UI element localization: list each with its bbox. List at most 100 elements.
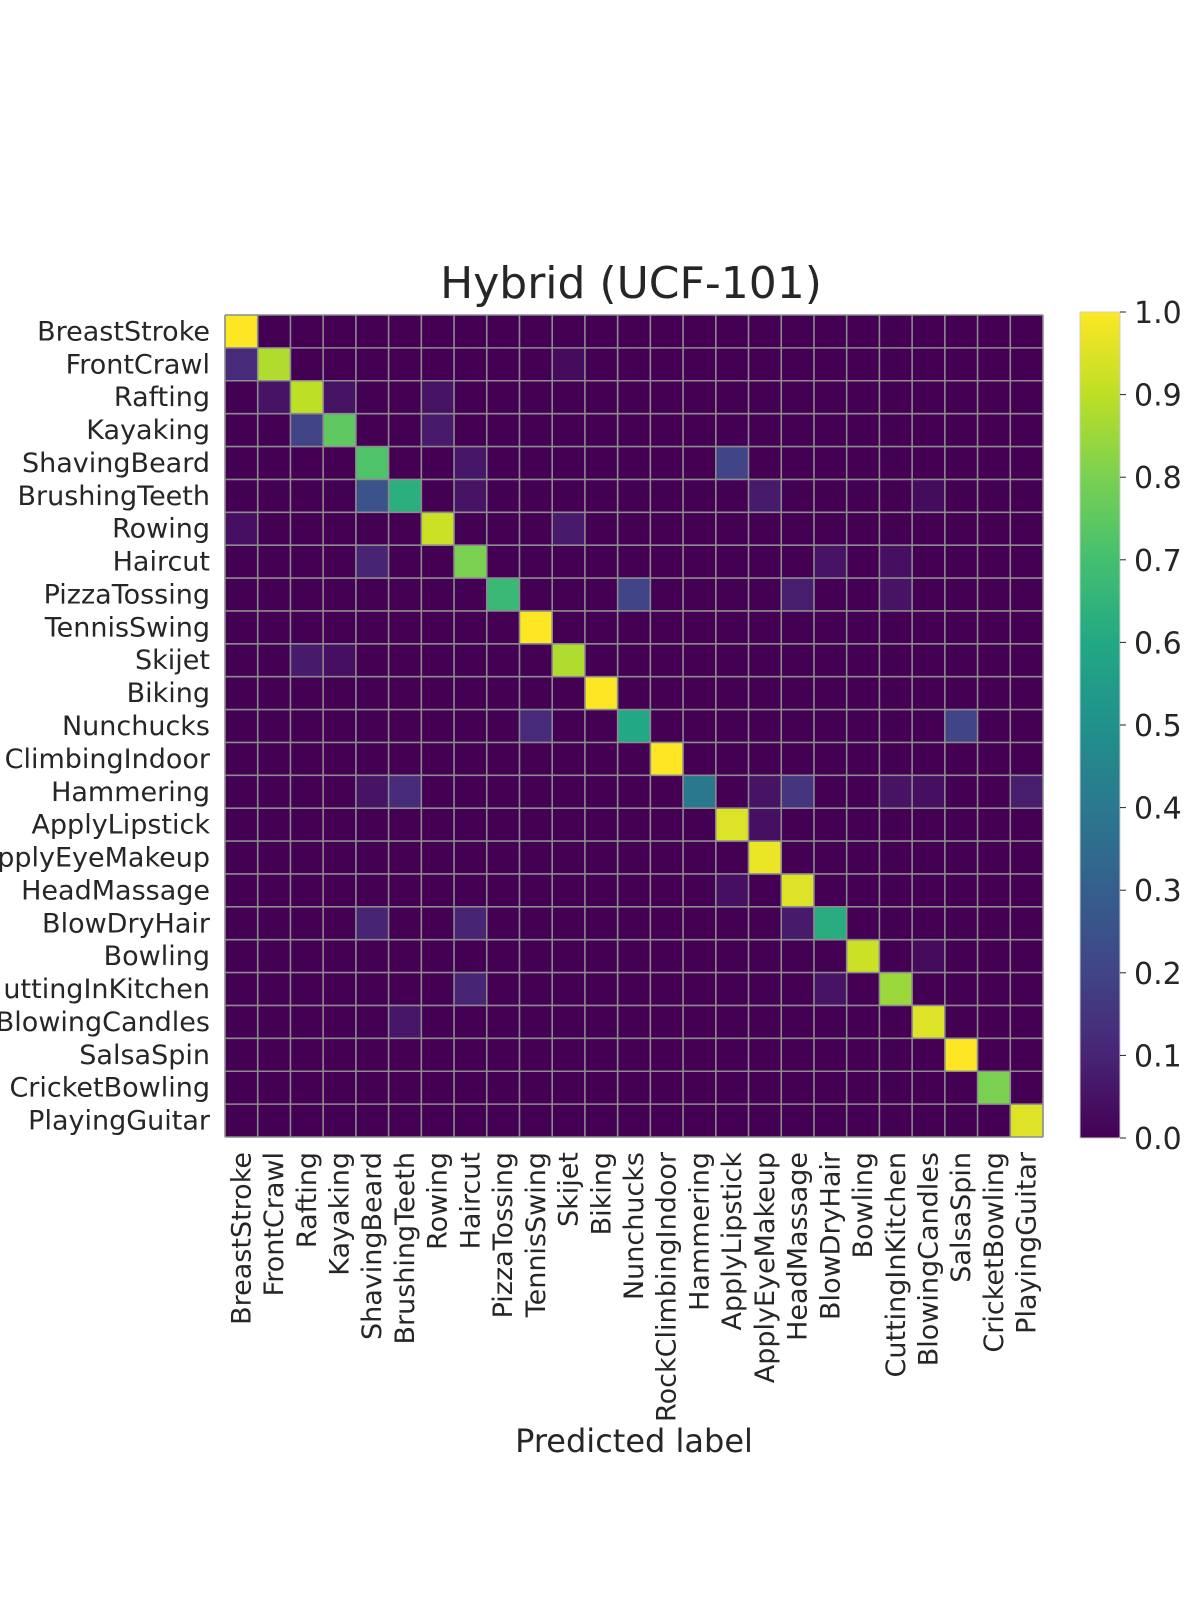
heatmap-cell: [650, 315, 684, 349]
heatmap-cell: [650, 578, 684, 612]
heatmap-cell: [617, 413, 651, 448]
y-tick-label: BreastStroke: [37, 316, 210, 347]
heatmap-cell: [715, 610, 750, 645]
heatmap-cell: [977, 545, 1011, 579]
heatmap-cell: [519, 1104, 553, 1138]
heatmap-cell: [290, 873, 324, 908]
heatmap-cell: [683, 413, 717, 448]
heatmap-cell: [225, 413, 259, 448]
heatmap-cell: [912, 479, 946, 513]
heatmap-cell: [617, 676, 651, 711]
heatmap-cell: [388, 479, 422, 513]
heatmap-cell: [1010, 545, 1044, 579]
heatmap-cell: [552, 873, 586, 908]
heatmap-cell: [257, 906, 291, 941]
colorbar-tick-label: 0.9: [1134, 379, 1182, 414]
heatmap-cell: [323, 1038, 357, 1072]
y-tick-label: PizzaTossing: [44, 579, 210, 610]
heatmap-cell: [290, 512, 324, 546]
heatmap-cell: [454, 446, 488, 480]
heatmap-cell: [813, 347, 848, 382]
heatmap-cell: [944, 676, 979, 711]
heatmap-cell: [421, 1005, 455, 1039]
heatmap-cell: [813, 413, 848, 448]
heatmap-cell: [519, 939, 553, 974]
heatmap-cell: [912, 380, 946, 415]
heatmap-cell: [323, 545, 357, 579]
heatmap-cell: [846, 775, 880, 809]
heatmap-cell: [486, 1005, 520, 1039]
heatmap-cell: [748, 545, 782, 579]
heatmap-cell: [552, 479, 586, 513]
heatmap-cell: [944, 479, 979, 513]
heatmap-cell: [388, 873, 422, 908]
heatmap-cell: [912, 742, 946, 776]
heatmap-cell: [388, 446, 422, 480]
heatmap-cell: [323, 841, 357, 875]
heatmap-cell: [650, 643, 684, 678]
heatmap-cell: [944, 413, 979, 448]
heatmap-cell: [650, 479, 684, 513]
heatmap-cell: [388, 841, 422, 875]
heatmap-cell: [225, 873, 259, 908]
heatmap-cell: [617, 479, 651, 513]
heatmap-cell: [781, 347, 815, 382]
heatmap-cell: [977, 676, 1011, 711]
heatmap-cell: [1010, 610, 1044, 645]
heatmap-cell: [683, 1038, 717, 1072]
heatmap-cell: [715, 742, 750, 776]
heatmap-cell: [1010, 1104, 1044, 1138]
heatmap-cell: [1010, 512, 1044, 546]
heatmap-cell: [355, 380, 390, 415]
x-tick-label: BlowingCandles: [913, 1152, 944, 1366]
heatmap-cell: [355, 873, 390, 908]
heatmap-cell: [813, 1005, 848, 1039]
heatmap-cell: [912, 709, 946, 743]
heatmap-cell: [912, 545, 946, 579]
heatmap-cell: [715, 1104, 750, 1138]
y-tick-label: Skijet: [135, 645, 210, 676]
heatmap-cell: [912, 972, 946, 1006]
heatmap-cell: [323, 939, 357, 974]
heatmap-cell: [486, 906, 520, 941]
heatmap-cell: [290, 545, 324, 579]
x-tick-label: Hammering: [684, 1152, 715, 1311]
heatmap-cell: [977, 972, 1011, 1006]
heatmap-cell: [552, 808, 586, 842]
heatmap-cell: [388, 413, 422, 448]
heatmap-cell: [617, 315, 651, 349]
heatmap-cell: [290, 1005, 324, 1039]
heatmap-cell: [225, 578, 259, 612]
y-tick-label: Rafting: [114, 382, 210, 413]
heatmap-cell: [552, 906, 586, 941]
heatmap-cell: [519, 808, 553, 842]
heatmap-cell: [323, 1104, 357, 1138]
heatmap-cell: [683, 512, 717, 546]
heatmap-cell: [748, 1071, 782, 1105]
heatmap-cell: [421, 1038, 455, 1072]
heatmap-cell: [290, 972, 324, 1006]
heatmap-cell: [944, 578, 979, 612]
heatmap-cell: [781, 578, 815, 612]
heatmap-cell: [225, 1071, 259, 1105]
heatmap-cell: [519, 413, 553, 448]
heatmap-cell: [355, 479, 390, 513]
heatmap-cell: [715, 479, 750, 513]
heatmap-cell: [257, 1038, 291, 1072]
heatmap-cell: [323, 610, 357, 645]
heatmap-cell: [977, 1104, 1011, 1138]
x-tick-label: CricketBowling: [979, 1152, 1010, 1353]
heatmap-cell: [225, 808, 259, 842]
heatmap-cell: [912, 446, 946, 480]
colorbar-tick-label: 0.4: [1134, 792, 1182, 827]
heatmap-cell: [944, 1071, 979, 1105]
heatmap-cell: [1010, 939, 1044, 974]
heatmap-cell: [715, 873, 750, 908]
heatmap-cell: [683, 775, 717, 809]
heatmap-cell: [388, 808, 422, 842]
x-tick-label: CuttingInKitchen: [881, 1152, 912, 1377]
heatmap-cell: [846, 610, 880, 645]
heatmap-cell: [813, 315, 848, 349]
heatmap-cell: [421, 676, 455, 711]
heatmap-cell: [748, 315, 782, 349]
